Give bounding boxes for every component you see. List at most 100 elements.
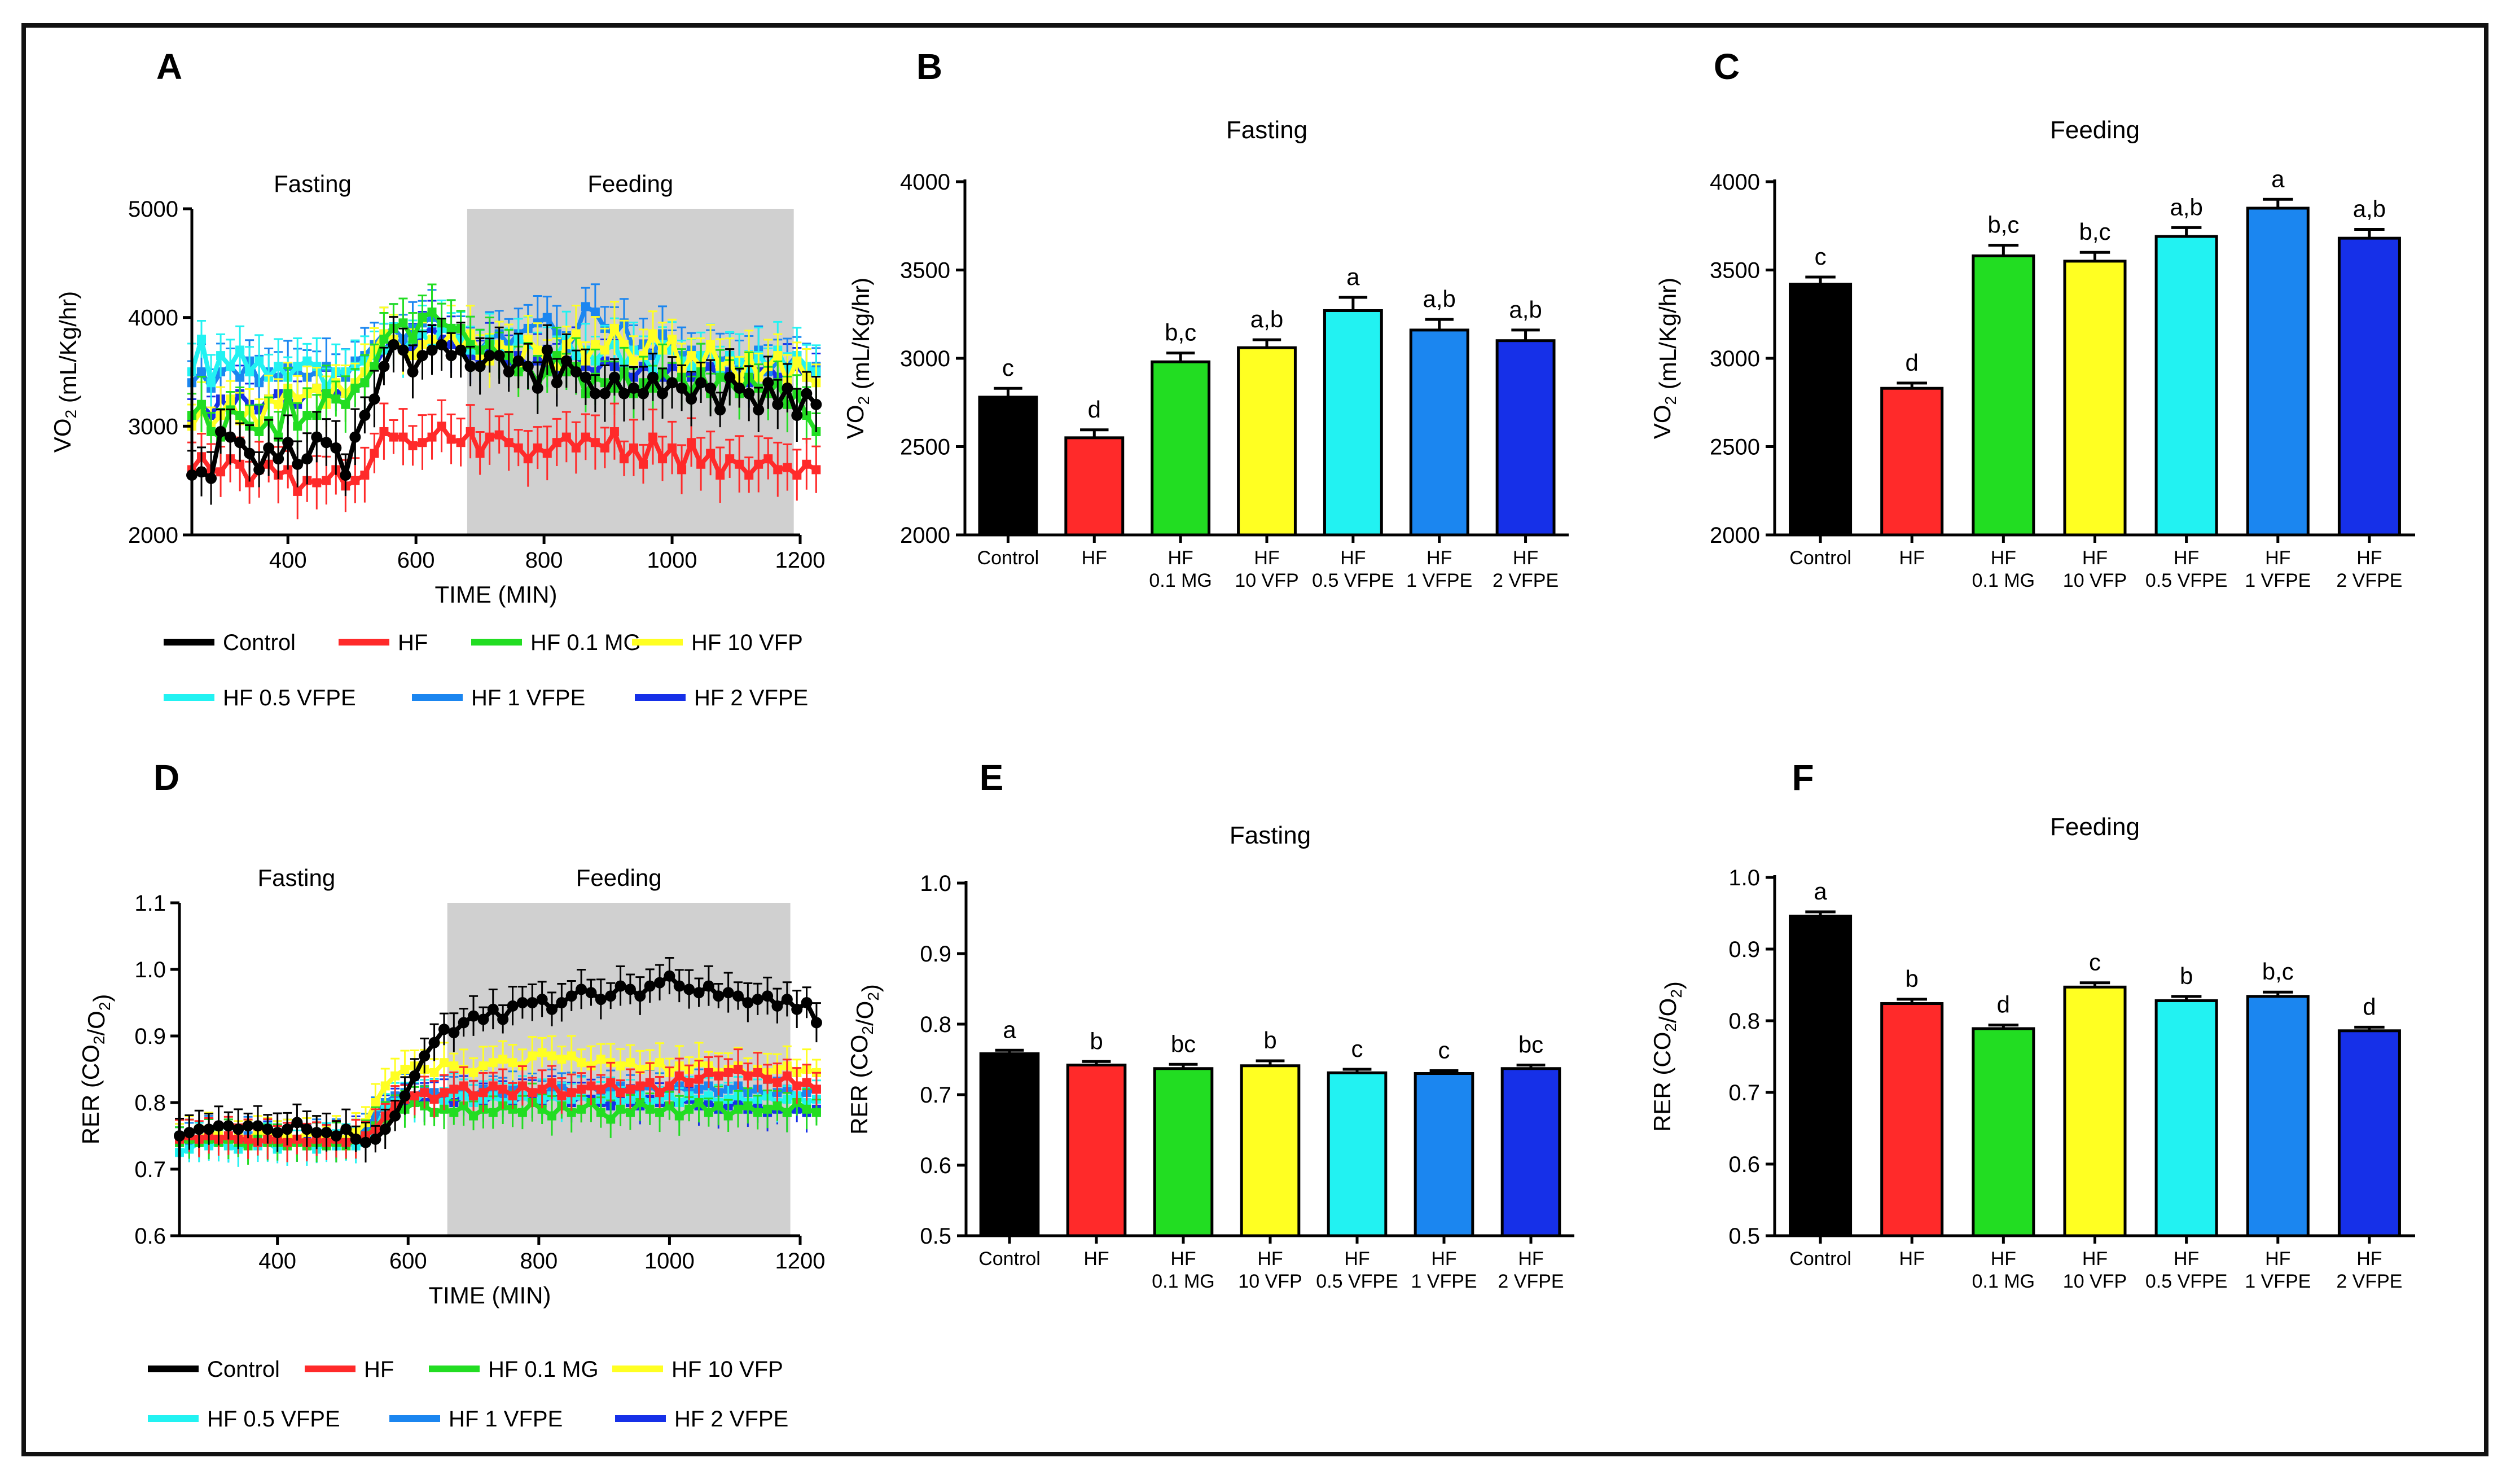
y-axis-label: VO2 (mL/Kg/hr)	[1649, 278, 1681, 439]
data-point	[427, 432, 437, 442]
data-point	[513, 443, 523, 453]
data-point	[193, 1123, 205, 1135]
data-point	[232, 1123, 244, 1135]
data-point	[695, 377, 707, 389]
data-point	[565, 990, 577, 1002]
x-tick-label: HF	[1344, 1248, 1370, 1270]
significance-letter: b,c	[2262, 958, 2294, 985]
data-point	[479, 1088, 488, 1097]
x-tick-label: HF	[1899, 1248, 1925, 1270]
data-point	[684, 1104, 694, 1114]
data-point	[801, 388, 813, 399]
y-axis-label: RER (CO2/O2)	[846, 984, 884, 1135]
y-axis-label: RER (CO2/O2)	[77, 994, 115, 1145]
data-point	[458, 1017, 469, 1029]
significance-letter: a,b	[2170, 194, 2202, 220]
data-point	[388, 339, 400, 350]
x-tick-label: 0.1 MG	[1152, 1271, 1214, 1292]
significance-letter: bc	[1171, 1030, 1196, 1057]
data-point	[655, 1088, 665, 1097]
x-tick-label: 1200	[775, 1249, 826, 1274]
panel-title: Feeding	[2050, 116, 2140, 144]
data-point	[340, 469, 352, 481]
series-control	[174, 957, 822, 1163]
panel-letter: D	[153, 757, 179, 798]
axis-label-part: (mL/Kg/hr)	[848, 278, 874, 396]
x-tick-label: 2 VFPE	[2336, 1271, 2402, 1292]
data-point	[254, 427, 264, 436]
data-point	[537, 1048, 547, 1057]
data-point	[330, 1130, 342, 1141]
data-point	[551, 377, 563, 389]
significance-letter: a	[2271, 165, 2285, 192]
data-point	[340, 1123, 352, 1135]
data-point	[262, 1123, 274, 1135]
data-point	[437, 422, 446, 431]
x-tick-label: 2 VFPE	[1498, 1271, 1564, 1292]
data-point	[408, 441, 418, 451]
significance-letter: b	[1090, 1028, 1103, 1054]
phase-label-fasting: Fasting	[258, 864, 336, 891]
axis-label-part: RER (CO	[846, 1035, 872, 1135]
data-point	[488, 1058, 498, 1068]
bar-control	[978, 396, 1038, 537]
data-point	[772, 398, 784, 410]
y-axis-label: VO2 (mL/Kg/hr)	[842, 278, 874, 439]
data-point	[665, 1101, 674, 1110]
data-point	[810, 398, 822, 410]
data-point	[810, 1017, 822, 1029]
data-point	[744, 471, 754, 480]
x-tick-label: Control	[978, 1248, 1041, 1270]
panel-letter: B	[916, 46, 942, 87]
significance-letter: d	[1997, 991, 2010, 1018]
data-point	[615, 980, 626, 992]
y-tick-label: 0.6	[134, 1224, 166, 1249]
panel-title: Fasting	[1226, 116, 1307, 144]
data-point	[773, 1101, 782, 1110]
x-tick-label: 1000	[647, 548, 697, 573]
bar-hf	[1064, 436, 1125, 537]
data-point	[655, 1108, 665, 1117]
panel-title: Fasting	[1230, 822, 1311, 849]
data-point	[771, 1000, 783, 1012]
data-point	[528, 1088, 537, 1097]
data-point	[596, 1085, 605, 1094]
bar-control	[979, 1052, 1040, 1237]
data-point	[330, 442, 342, 454]
data-point	[312, 383, 322, 393]
data-point	[322, 476, 331, 485]
bar-hf-1-vfpe	[1414, 1072, 1474, 1237]
bar-hf-2-vfpe	[1500, 1067, 1561, 1237]
data-point	[398, 318, 408, 328]
data-point	[494, 430, 504, 440]
data-point	[512, 355, 524, 367]
y-tick-label: 0.9	[134, 1024, 166, 1049]
data-point	[293, 362, 302, 371]
x-tick-label: 0.5 VFPE	[2145, 570, 2228, 591]
data-point	[312, 362, 322, 371]
data-point	[600, 443, 609, 453]
data-point	[245, 367, 254, 376]
x-tick-label: HF	[2356, 1248, 2382, 1270]
data-point	[291, 1117, 303, 1129]
y-tick-label: 3500	[1710, 258, 1760, 283]
data-point	[616, 1088, 625, 1097]
significance-letter: b,c	[2079, 218, 2110, 245]
data-point	[371, 1098, 380, 1107]
data-point	[704, 1068, 713, 1077]
data-point	[479, 1061, 488, 1071]
data-point	[488, 1081, 498, 1091]
data-point	[449, 1085, 459, 1094]
data-point	[570, 366, 582, 377]
data-point	[493, 350, 505, 362]
data-point	[537, 1104, 547, 1114]
data-point	[350, 476, 360, 485]
data-point	[635, 1081, 645, 1091]
x-tick-label: HF	[1991, 1248, 2016, 1270]
x-tick-label: HF	[1518, 1248, 1543, 1270]
data-point	[446, 323, 456, 333]
panel-letter: A	[156, 46, 182, 87]
data-point	[722, 987, 734, 999]
data-point	[625, 1108, 635, 1117]
